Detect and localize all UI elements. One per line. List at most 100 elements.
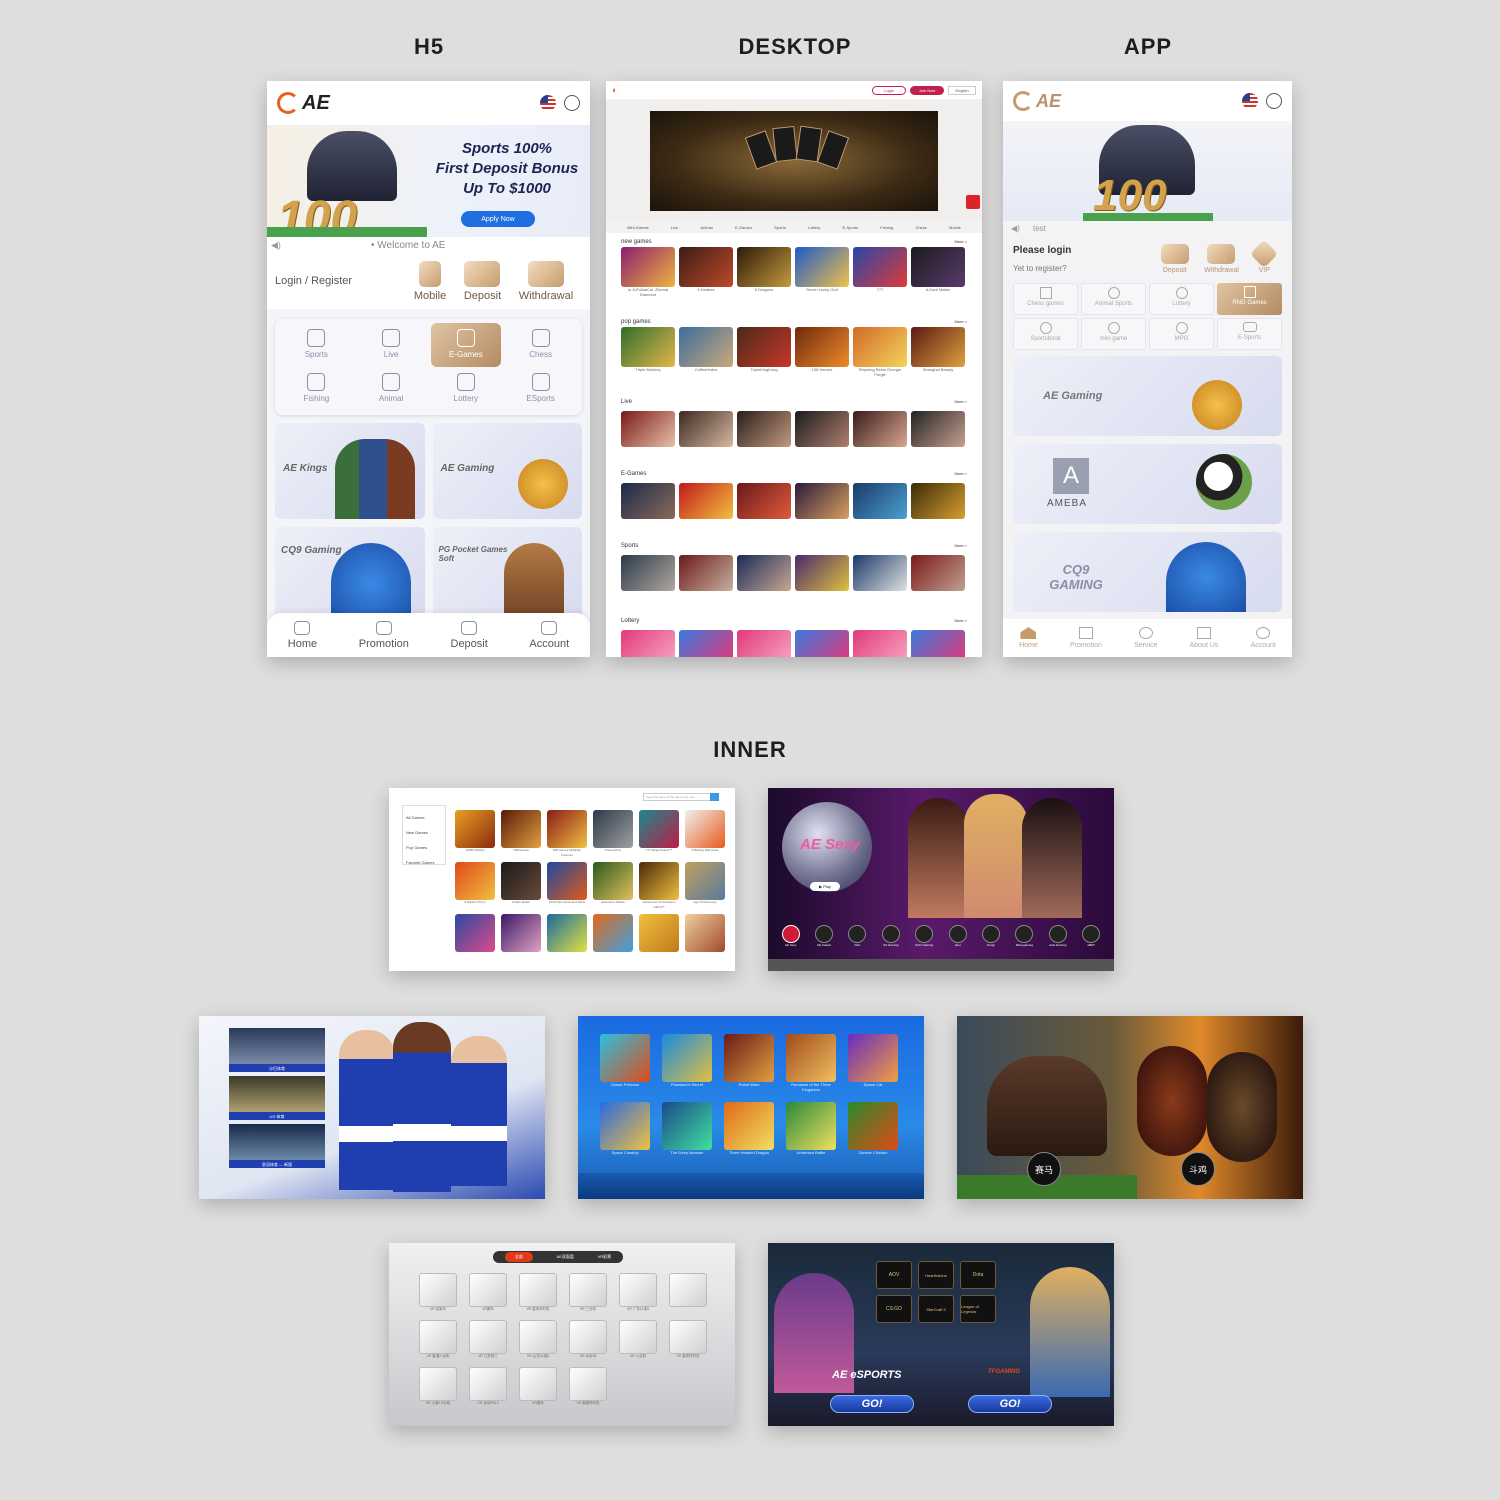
lottery-tile[interactable] xyxy=(519,1320,557,1354)
search-icon[interactable] xyxy=(710,793,719,801)
language-select[interactable]: English xyxy=(948,85,976,95)
sports-menu-item[interactable]: 沙巴体育 xyxy=(229,1028,325,1072)
game-thumbnail[interactable] xyxy=(848,1034,898,1082)
provider-chip[interactable]: Microgaming xyxy=(1015,925,1034,947)
chat-icon[interactable] xyxy=(1266,93,1282,109)
game-thumbnail[interactable] xyxy=(795,327,849,367)
game-thumbnail[interactable] xyxy=(911,630,965,657)
h5-banner[interactable]: 100 Sports 100% First Deposit Bonus Up T… xyxy=(267,125,590,245)
provider-card[interactable]: AE Gaming xyxy=(1013,356,1282,436)
horse-racing-button[interactable]: 赛马 xyxy=(1027,1152,1061,1186)
chat-icon[interactable] xyxy=(564,95,580,111)
esports-game-tile[interactable]: CS:GO xyxy=(876,1295,912,1323)
provider-chip[interactable]: AE Sexy xyxy=(781,925,800,947)
lottery-tile[interactable] xyxy=(419,1367,457,1401)
game-thumbnail[interactable] xyxy=(679,630,733,657)
game-thumbnail[interactable] xyxy=(737,247,791,287)
game-thumbnail[interactable] xyxy=(621,630,675,657)
tab-sports[interactable]: Sports xyxy=(774,224,786,230)
more-link[interactable]: More > xyxy=(954,471,967,476)
filter-all-games[interactable]: All Games xyxy=(406,815,425,820)
ae-esports-go-button[interactable]: GO! xyxy=(830,1395,914,1413)
game-thumbnail[interactable] xyxy=(593,914,633,952)
flag-us-icon[interactable] xyxy=(540,95,556,111)
game-thumbnail[interactable] xyxy=(911,483,965,519)
mobile-action[interactable]: Mobile xyxy=(414,260,446,302)
game-thumbnail[interactable] xyxy=(547,862,587,900)
game-thumbnail[interactable] xyxy=(455,862,495,900)
game-thumbnail[interactable] xyxy=(795,483,849,519)
whatsapp-icon[interactable] xyxy=(966,195,980,209)
game-thumbnail[interactable] xyxy=(600,1102,650,1150)
game-thumbnail[interactable] xyxy=(639,810,679,848)
lottery-tile[interactable] xyxy=(569,1367,607,1401)
game-thumbnail[interactable] xyxy=(685,914,725,952)
game-thumbnail[interactable] xyxy=(724,1102,774,1150)
game-thumbnail[interactable] xyxy=(737,555,791,591)
game-thumbnail[interactable] xyxy=(455,914,495,952)
login-button[interactable]: Login xyxy=(872,85,906,95)
tab-egames[interactable]: E-Games xyxy=(735,224,752,230)
deposit-action[interactable]: Deposit xyxy=(464,260,501,302)
please-login-text[interactable]: Please login xyxy=(1013,245,1072,256)
game-thumbnail[interactable] xyxy=(593,810,633,848)
game-thumbnail[interactable] xyxy=(795,411,849,447)
filter-favorite-games[interactable]: Favorite Games xyxy=(406,860,435,865)
lottery-tile[interactable] xyxy=(619,1273,657,1307)
game-thumbnail[interactable] xyxy=(639,914,679,952)
game-search-input[interactable]: Type the name of the game you are l xyxy=(643,793,719,801)
nav-about-us[interactable]: About Us xyxy=(1190,627,1218,649)
tab-animal[interactable]: Animal xyxy=(700,224,713,230)
tab-ae-double[interactable]: AE双面盘 xyxy=(556,1254,574,1259)
app-vip-action[interactable]: VIP xyxy=(1250,239,1279,274)
game-thumbnail[interactable] xyxy=(600,1034,650,1082)
provider-chip[interactable]: Ezugi xyxy=(982,925,1001,947)
game-thumbnail[interactable] xyxy=(911,247,965,287)
provider-card[interactable]: CQ9 GAMING xyxy=(1013,532,1282,612)
tab-chess[interactable]: Chess xyxy=(915,224,927,230)
apply-now-button[interactable]: Apply Now xyxy=(461,211,535,227)
more-link[interactable]: More > xyxy=(954,543,967,548)
category-lottery[interactable]: Lottery xyxy=(429,367,504,411)
sports-menu-item[interactable]: 皇冠体育 — 新版 xyxy=(229,1124,325,1168)
category-animal[interactable]: Animal xyxy=(354,367,429,411)
lottery-tile[interactable] xyxy=(469,1367,507,1401)
nav-home[interactable]: Home xyxy=(288,620,317,650)
tab-all[interactable]: 全部 xyxy=(504,1252,533,1262)
game-thumbnail[interactable] xyxy=(786,1102,836,1150)
game-thumbnail[interactable] xyxy=(662,1034,712,1082)
lottery-tile[interactable] xyxy=(419,1320,457,1354)
filter-pop-games[interactable]: Pop Games xyxy=(406,845,428,850)
category-chess-games[interactable]: Chess games xyxy=(1013,283,1078,315)
lottery-tile[interactable] xyxy=(419,1273,457,1307)
game-thumbnail[interactable] xyxy=(621,555,675,591)
category-sportsbook[interactable]: Sportsbook xyxy=(1013,318,1078,350)
game-thumbnail[interactable] xyxy=(795,555,849,591)
nav-promotion[interactable]: Promotion xyxy=(1070,627,1102,649)
lottery-tile[interactable] xyxy=(469,1273,507,1307)
lottery-tile[interactable] xyxy=(519,1367,557,1401)
game-thumbnail[interactable] xyxy=(786,1034,836,1082)
category-lottery[interactable]: Lottery xyxy=(1149,283,1214,315)
game-thumbnail[interactable] xyxy=(911,411,965,447)
tab-lottery[interactable]: Lottery xyxy=(807,224,821,230)
game-thumbnail[interactable] xyxy=(853,327,907,367)
lottery-tile[interactable] xyxy=(519,1273,557,1307)
category-live[interactable]: Live xyxy=(354,323,429,367)
nav-deposit[interactable]: Deposit xyxy=(451,620,488,650)
provider-card[interactable]: AE Gaming xyxy=(432,423,582,519)
lottery-tile[interactable] xyxy=(569,1320,607,1354)
join-now-button[interactable]: Join Now xyxy=(910,85,944,95)
category-mpg[interactable]: MPG xyxy=(1149,318,1214,350)
tab-vr-lottery[interactable]: VR彩票 xyxy=(597,1254,612,1259)
nav-service[interactable]: Service xyxy=(1134,627,1157,649)
game-thumbnail[interactable] xyxy=(639,862,679,900)
game-thumbnail[interactable] xyxy=(795,247,849,287)
tfgaming-go-button[interactable]: GO! xyxy=(968,1395,1052,1413)
game-thumbnail[interactable] xyxy=(685,862,725,900)
game-thumbnail[interactable] xyxy=(621,483,675,519)
provider-chip[interactable]: eBET xyxy=(1082,925,1101,947)
nav-account[interactable]: Account xyxy=(1251,627,1276,649)
tab-esports[interactable]: E-Sports xyxy=(842,224,859,230)
login-register-link[interactable]: Login / Register xyxy=(275,275,353,287)
